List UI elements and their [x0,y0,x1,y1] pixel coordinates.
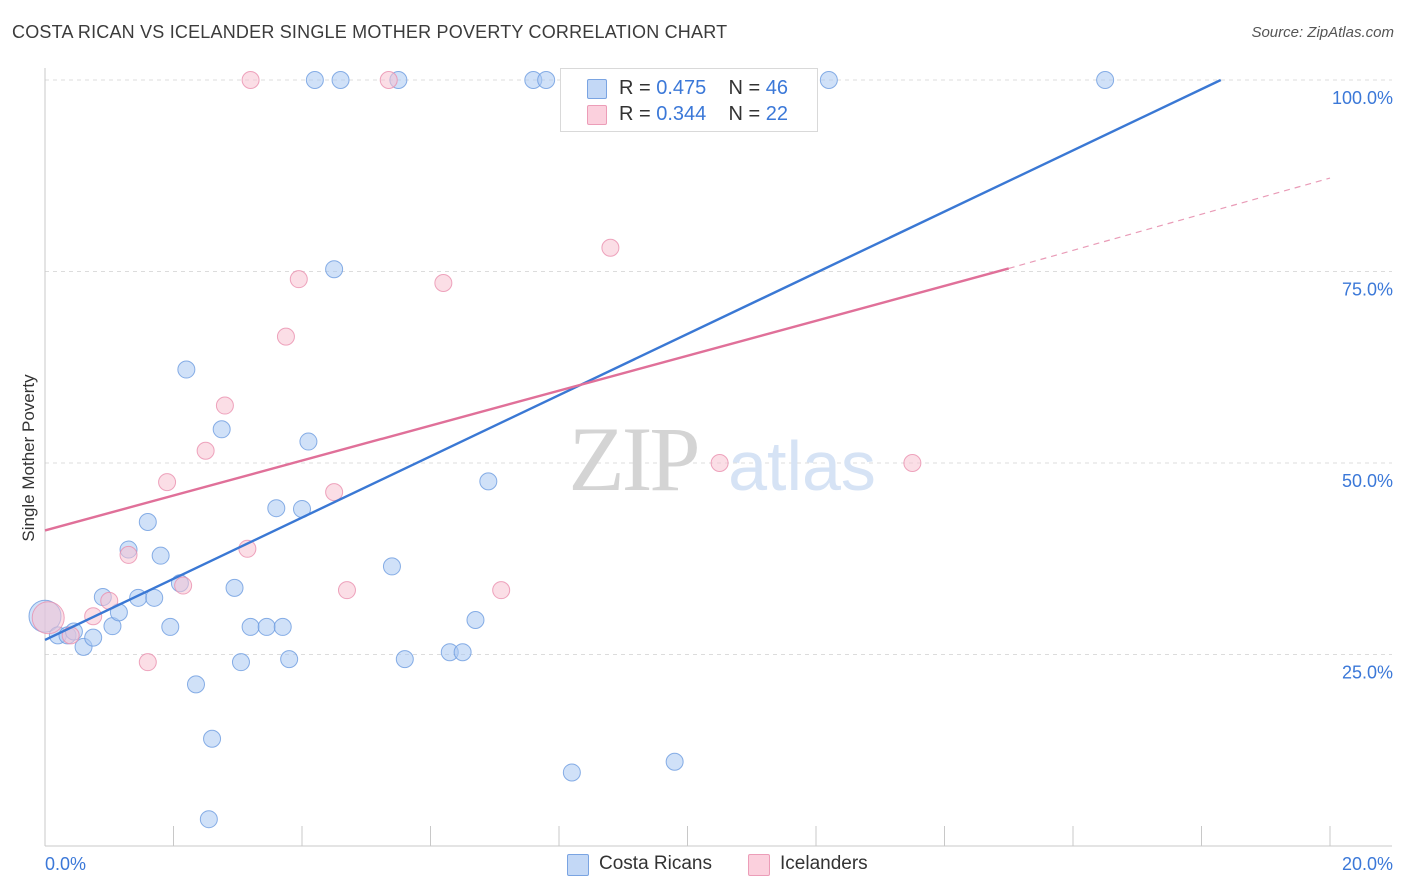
icelanders-trend-line-extension [1008,177,1331,270]
icelanders-point [158,473,177,492]
r-label: R = [619,77,651,99]
costa-ricans-point [161,617,180,636]
costa-ricans-point [212,420,231,439]
costa-ricans-point [273,617,292,636]
data-points [28,71,1115,829]
costa-ricans-point [203,729,222,748]
watermark-zip: ZIP [569,408,698,510]
x-tick-label: 0.0% [45,854,86,874]
grid-lines [45,79,1392,655]
costa-ricans-point [138,512,157,531]
costa-ricans-trend-line [44,78,1222,642]
r-value: 0.475 [656,77,707,99]
costa-ricans-point [453,643,472,662]
icelanders-point [138,653,157,672]
icelanders-point [601,238,620,257]
costa-ricans-point [819,71,838,89]
source-label: Source: ZipAtlas.com [1251,24,1394,41]
icelanders-point [325,483,344,502]
y-tick-label: 100.0% [1332,88,1393,108]
icelanders-point [710,454,729,472]
costa-ricans-legend-swatch [567,854,589,876]
costa-ricans-point [84,628,103,647]
icelanders-point [434,273,453,292]
watermark: ZIP atlas [569,408,876,510]
costa-ricans-point [395,650,414,669]
icelanders-point [492,581,511,600]
icelanders-point [174,576,193,595]
icelanders-point [379,71,398,89]
y-tick-label: 50.0% [1342,471,1393,491]
costa-ricans-point [299,432,318,451]
icelanders-trend-line [44,267,1010,532]
icelanders-point [276,327,295,346]
costa-ricans-point [186,675,205,694]
costa-ricans-point [325,260,344,279]
n-label: N = [728,77,761,99]
n-label: N = [728,103,761,125]
icelanders-point [215,396,234,415]
costa-ricans-point [225,578,244,597]
icelanders-point [337,581,356,600]
costa-ricans-point [241,617,260,636]
costa-ricans-point [257,617,276,636]
n-value: 22 [765,103,789,125]
icelanders-point [119,545,138,564]
costa-ricans-point [280,650,299,669]
costa-ricans-point [1096,71,1115,89]
icelanders-point [903,454,922,472]
costa-ricans-point [331,71,350,89]
costa-ricans-point [305,71,324,89]
costa-ricans-point [267,499,286,518]
costa-ricans-point [479,472,498,491]
costa-ricans-point [145,588,164,607]
costa-ricans-point [562,763,581,782]
y-tick-label: 75.0% [1342,280,1393,300]
costa-ricans-point [231,653,250,672]
stats-legend: R = 0.475 N = 46 R = 0.344 N = 22 [560,68,818,132]
icelanders-point [196,441,215,460]
icelanders-swatch [587,105,607,125]
n-value: 46 [765,77,789,99]
costa-ricans-point [466,611,485,630]
costa-ricans-legend-label: Costa Ricans [599,853,712,874]
tick-labels: 25.0% 50.0% 75.0% 100.0% 0.0% 20.0% [45,88,1393,874]
x-tick-label: 20.0% [1342,854,1393,874]
icelanders-point [31,601,65,635]
trend-lines [44,78,1331,642]
costa-ricans-point [382,557,401,576]
chart-title: COSTA RICAN VS ICELANDER SINGLE MOTHER P… [12,22,728,42]
costa-ricans-swatch [587,79,607,99]
axes [44,68,1392,847]
r-label: R = [619,103,651,125]
icelanders-point [241,71,260,89]
icelanders-legend-label: Icelanders [780,853,868,874]
costa-ricans-point [199,810,218,829]
icelanders-point [289,270,308,289]
costa-ricans-point [177,360,196,379]
y-axis-label: Single Mother Poverty [19,374,38,542]
costa-ricans-point [537,71,556,89]
costa-ricans-point [665,752,684,771]
costa-ricans-point [151,546,170,565]
y-tick-label: 25.0% [1342,663,1393,683]
watermark-atlas: atlas [728,427,876,505]
icelanders-legend-swatch [748,854,770,876]
r-value: 0.344 [656,103,707,125]
